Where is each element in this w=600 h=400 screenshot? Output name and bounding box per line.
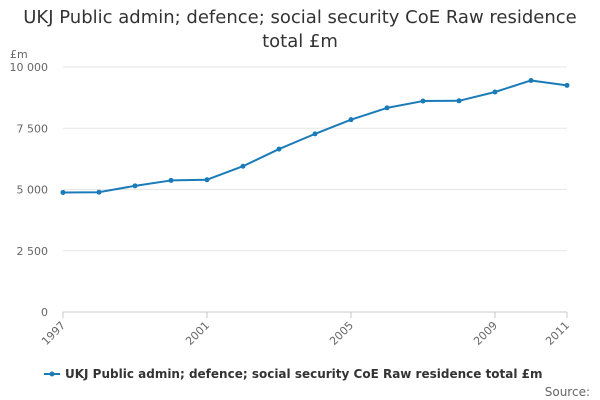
x-tick-label: 1997 xyxy=(39,319,68,348)
y-tick-label: 0 xyxy=(41,306,48,319)
y-tick-label: 7 500 xyxy=(17,122,49,135)
source-label[interactable]: Source: xyxy=(545,385,590,399)
y-axis-ticks: 0 2 500 5 000 7 500 10 000 xyxy=(10,61,49,319)
data-point[interactable] xyxy=(564,82,570,88)
data-point[interactable] xyxy=(492,89,498,95)
data-point[interactable] xyxy=(384,105,390,111)
data-point[interactable] xyxy=(240,163,246,169)
gridlines xyxy=(63,66,567,313)
series-layer xyxy=(60,77,570,195)
legend-series-label: UKJ Public admin; defence; social securi… xyxy=(65,367,543,381)
x-tick-label: 2011 xyxy=(543,319,572,348)
x-tick-label: 2001 xyxy=(183,319,212,348)
chart-title: UKJ Public admin; defence; social securi… xyxy=(23,7,577,52)
data-point[interactable] xyxy=(204,177,210,183)
data-point[interactable] xyxy=(168,177,174,183)
x-tick-label: 2009 xyxy=(471,319,500,348)
y-tick-label: 5 000 xyxy=(17,184,49,197)
data-point[interactable] xyxy=(96,189,102,195)
data-point[interactable] xyxy=(420,98,426,104)
data-point[interactable] xyxy=(60,189,66,195)
data-point[interactable] xyxy=(312,131,318,137)
data-point[interactable] xyxy=(132,183,138,189)
data-point[interactable] xyxy=(276,146,282,152)
y-tick-label: 2 500 xyxy=(17,245,49,258)
legend[interactable]: UKJ Public admin; defence; social securi… xyxy=(44,367,543,381)
y-tick-label: 10 000 xyxy=(10,61,49,74)
y-axis-label: £m xyxy=(10,48,28,61)
data-point[interactable] xyxy=(348,117,354,123)
legend-marker-icon xyxy=(49,371,55,377)
data-point[interactable] xyxy=(456,98,462,104)
x-axis-ticks: 1997 2001 2005 2009 2011 xyxy=(39,312,572,348)
series-line xyxy=(62,79,568,194)
data-point[interactable] xyxy=(528,77,534,83)
x-tick-label: 2005 xyxy=(327,319,356,348)
